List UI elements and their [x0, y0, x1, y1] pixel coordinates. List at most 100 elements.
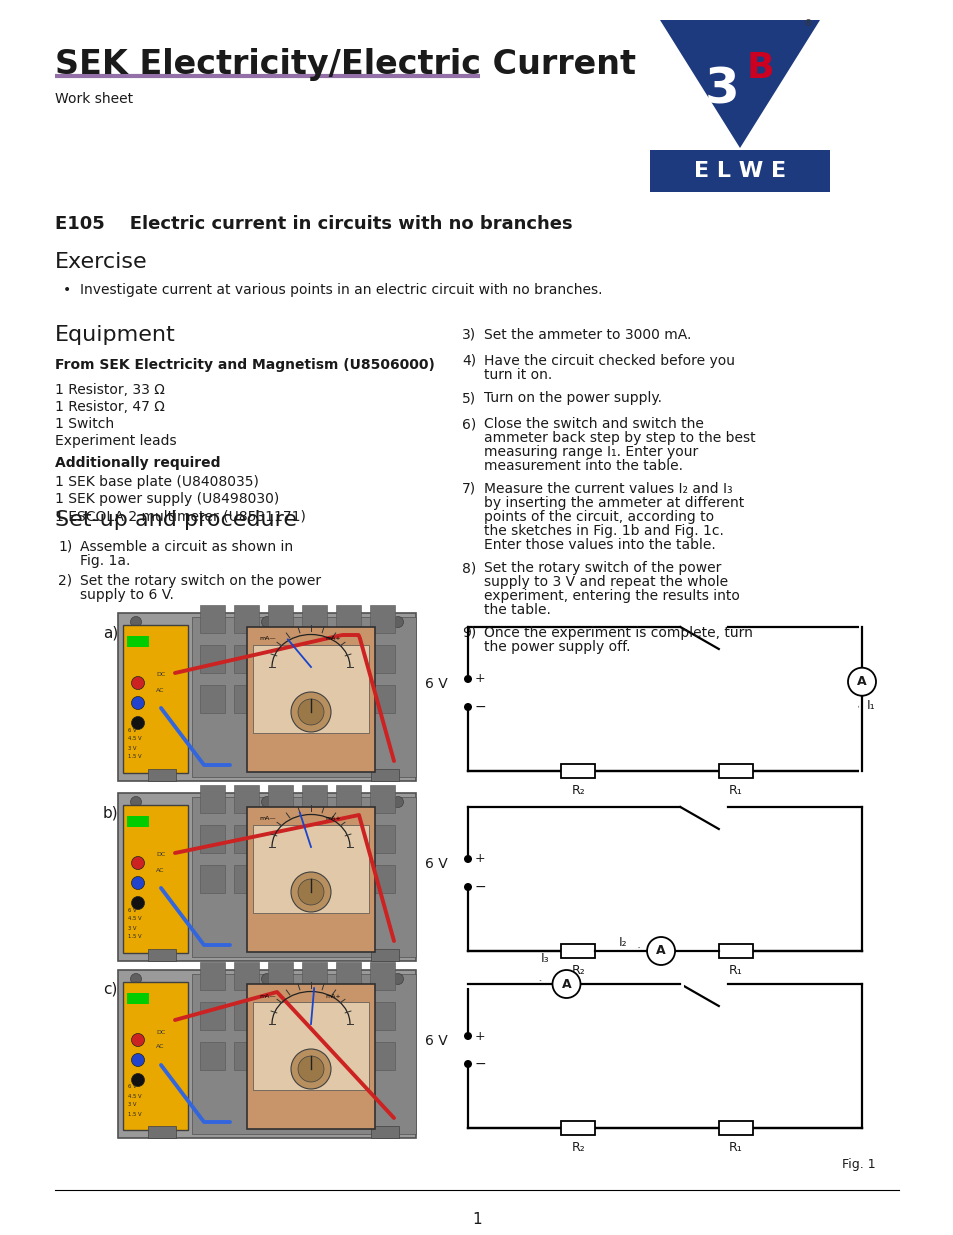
Text: I₂: I₂: [618, 936, 626, 950]
Bar: [302, 825, 327, 853]
Text: Fig. 1: Fig. 1: [841, 1158, 875, 1171]
Circle shape: [132, 677, 144, 689]
Bar: [649, 149, 829, 191]
Text: the power supply off.: the power supply off.: [483, 640, 630, 655]
Text: Fig. 1a.: Fig. 1a.: [80, 555, 131, 568]
Bar: [335, 1002, 360, 1030]
Text: 6 V: 6 V: [128, 908, 136, 913]
Text: points of the circuit, according to: points of the circuit, according to: [483, 510, 714, 524]
Circle shape: [132, 697, 144, 709]
Text: R₁: R₁: [728, 784, 742, 797]
Text: Set the ammeter to 3000 mA.: Set the ammeter to 3000 mA.: [483, 329, 691, 342]
Text: Measure the current values I₂ and I₃: Measure the current values I₂ and I₃: [483, 482, 732, 496]
Text: b): b): [103, 805, 118, 820]
Text: 5): 5): [461, 391, 476, 405]
Text: −: −: [475, 881, 486, 894]
Text: turn it on.: turn it on.: [483, 368, 552, 382]
Circle shape: [132, 857, 144, 869]
Text: A: A: [857, 676, 866, 688]
Bar: [335, 825, 360, 853]
Bar: [302, 1042, 327, 1070]
Text: 1): 1): [58, 540, 72, 555]
Bar: [233, 1002, 258, 1030]
Text: 4.5 V: 4.5 V: [128, 736, 141, 741]
Text: Turn on the power supply.: Turn on the power supply.: [483, 391, 661, 405]
Circle shape: [463, 676, 472, 683]
Text: SEK Electricity/Electric Current: SEK Electricity/Electric Current: [55, 48, 636, 82]
Circle shape: [261, 616, 273, 627]
Text: I₃: I₃: [540, 952, 549, 965]
Text: −: −: [475, 1057, 486, 1071]
Text: Set the rotary switch on the power: Set the rotary switch on the power: [80, 574, 321, 588]
Circle shape: [463, 883, 472, 890]
Text: 3 V: 3 V: [128, 1103, 136, 1108]
Bar: [192, 974, 416, 1134]
Text: E L W E: E L W E: [693, 161, 785, 182]
Circle shape: [132, 877, 144, 889]
Circle shape: [392, 973, 403, 984]
Bar: [118, 613, 416, 781]
Text: R₁: R₁: [728, 965, 742, 977]
Bar: [370, 785, 395, 813]
Bar: [123, 805, 188, 953]
Bar: [192, 797, 416, 957]
Text: Additionally required: Additionally required: [55, 456, 220, 471]
Bar: [233, 962, 258, 990]
Text: DC: DC: [156, 852, 165, 857]
Bar: [118, 969, 416, 1137]
Text: 6 V: 6 V: [425, 677, 448, 692]
Bar: [247, 806, 375, 952]
Text: ammeter back step by step to the best: ammeter back step by step to the best: [483, 431, 755, 445]
Bar: [233, 825, 258, 853]
Text: 1: 1: [472, 1212, 481, 1228]
Bar: [335, 785, 360, 813]
Text: experiment, entering the results into: experiment, entering the results into: [483, 589, 740, 603]
Bar: [268, 605, 293, 634]
Bar: [268, 864, 293, 893]
Bar: [302, 962, 327, 990]
Bar: [268, 645, 293, 673]
Text: 1 ESCOLA 2 multimeter (U8531171): 1 ESCOLA 2 multimeter (U8531171): [55, 509, 306, 522]
Text: E105    Electric current in circuits with no branches: E105 Electric current in circuits with n…: [55, 215, 572, 233]
Circle shape: [847, 668, 875, 695]
Text: DC: DC: [156, 673, 165, 678]
Bar: [233, 685, 258, 713]
Text: Enter those values into the table.: Enter those values into the table.: [483, 538, 715, 552]
Text: a): a): [103, 625, 118, 640]
Bar: [253, 1002, 369, 1091]
Bar: [560, 1121, 595, 1135]
Bar: [268, 685, 293, 713]
Text: mA—: mA—: [258, 636, 275, 641]
Text: AC: AC: [156, 867, 164, 872]
Text: by inserting the ammeter at different: by inserting the ammeter at different: [483, 496, 743, 510]
Bar: [335, 685, 360, 713]
Text: R₁: R₁: [728, 1141, 742, 1153]
Text: Assemble a circuit as shown in: Assemble a circuit as shown in: [80, 540, 293, 555]
Text: measuring range I₁. Enter your: measuring range I₁. Enter your: [483, 445, 698, 459]
Text: 1.5 V: 1.5 V: [128, 935, 141, 940]
Bar: [123, 982, 188, 1130]
Bar: [719, 944, 752, 958]
Bar: [335, 962, 360, 990]
Text: +: +: [475, 673, 485, 685]
Bar: [200, 605, 225, 634]
Text: 3 V: 3 V: [128, 925, 136, 930]
Bar: [370, 1002, 395, 1030]
Circle shape: [291, 872, 331, 911]
Bar: [233, 605, 258, 634]
Circle shape: [552, 969, 579, 998]
Text: Once the experiment is complete, turn: Once the experiment is complete, turn: [483, 626, 752, 640]
Text: 4.5 V: 4.5 V: [128, 1093, 141, 1098]
Circle shape: [646, 937, 675, 965]
Circle shape: [297, 1056, 324, 1082]
Text: c): c): [103, 982, 117, 997]
Bar: [148, 948, 175, 961]
Bar: [370, 962, 395, 990]
Circle shape: [132, 716, 144, 730]
Bar: [200, 685, 225, 713]
Bar: [370, 605, 395, 634]
Text: Have the circuit checked before you: Have the circuit checked before you: [483, 354, 734, 368]
Text: AC: AC: [156, 688, 164, 693]
Text: the sketches in Fig. 1b and Fig. 1c.: the sketches in Fig. 1b and Fig. 1c.: [483, 524, 723, 538]
Bar: [371, 769, 398, 781]
